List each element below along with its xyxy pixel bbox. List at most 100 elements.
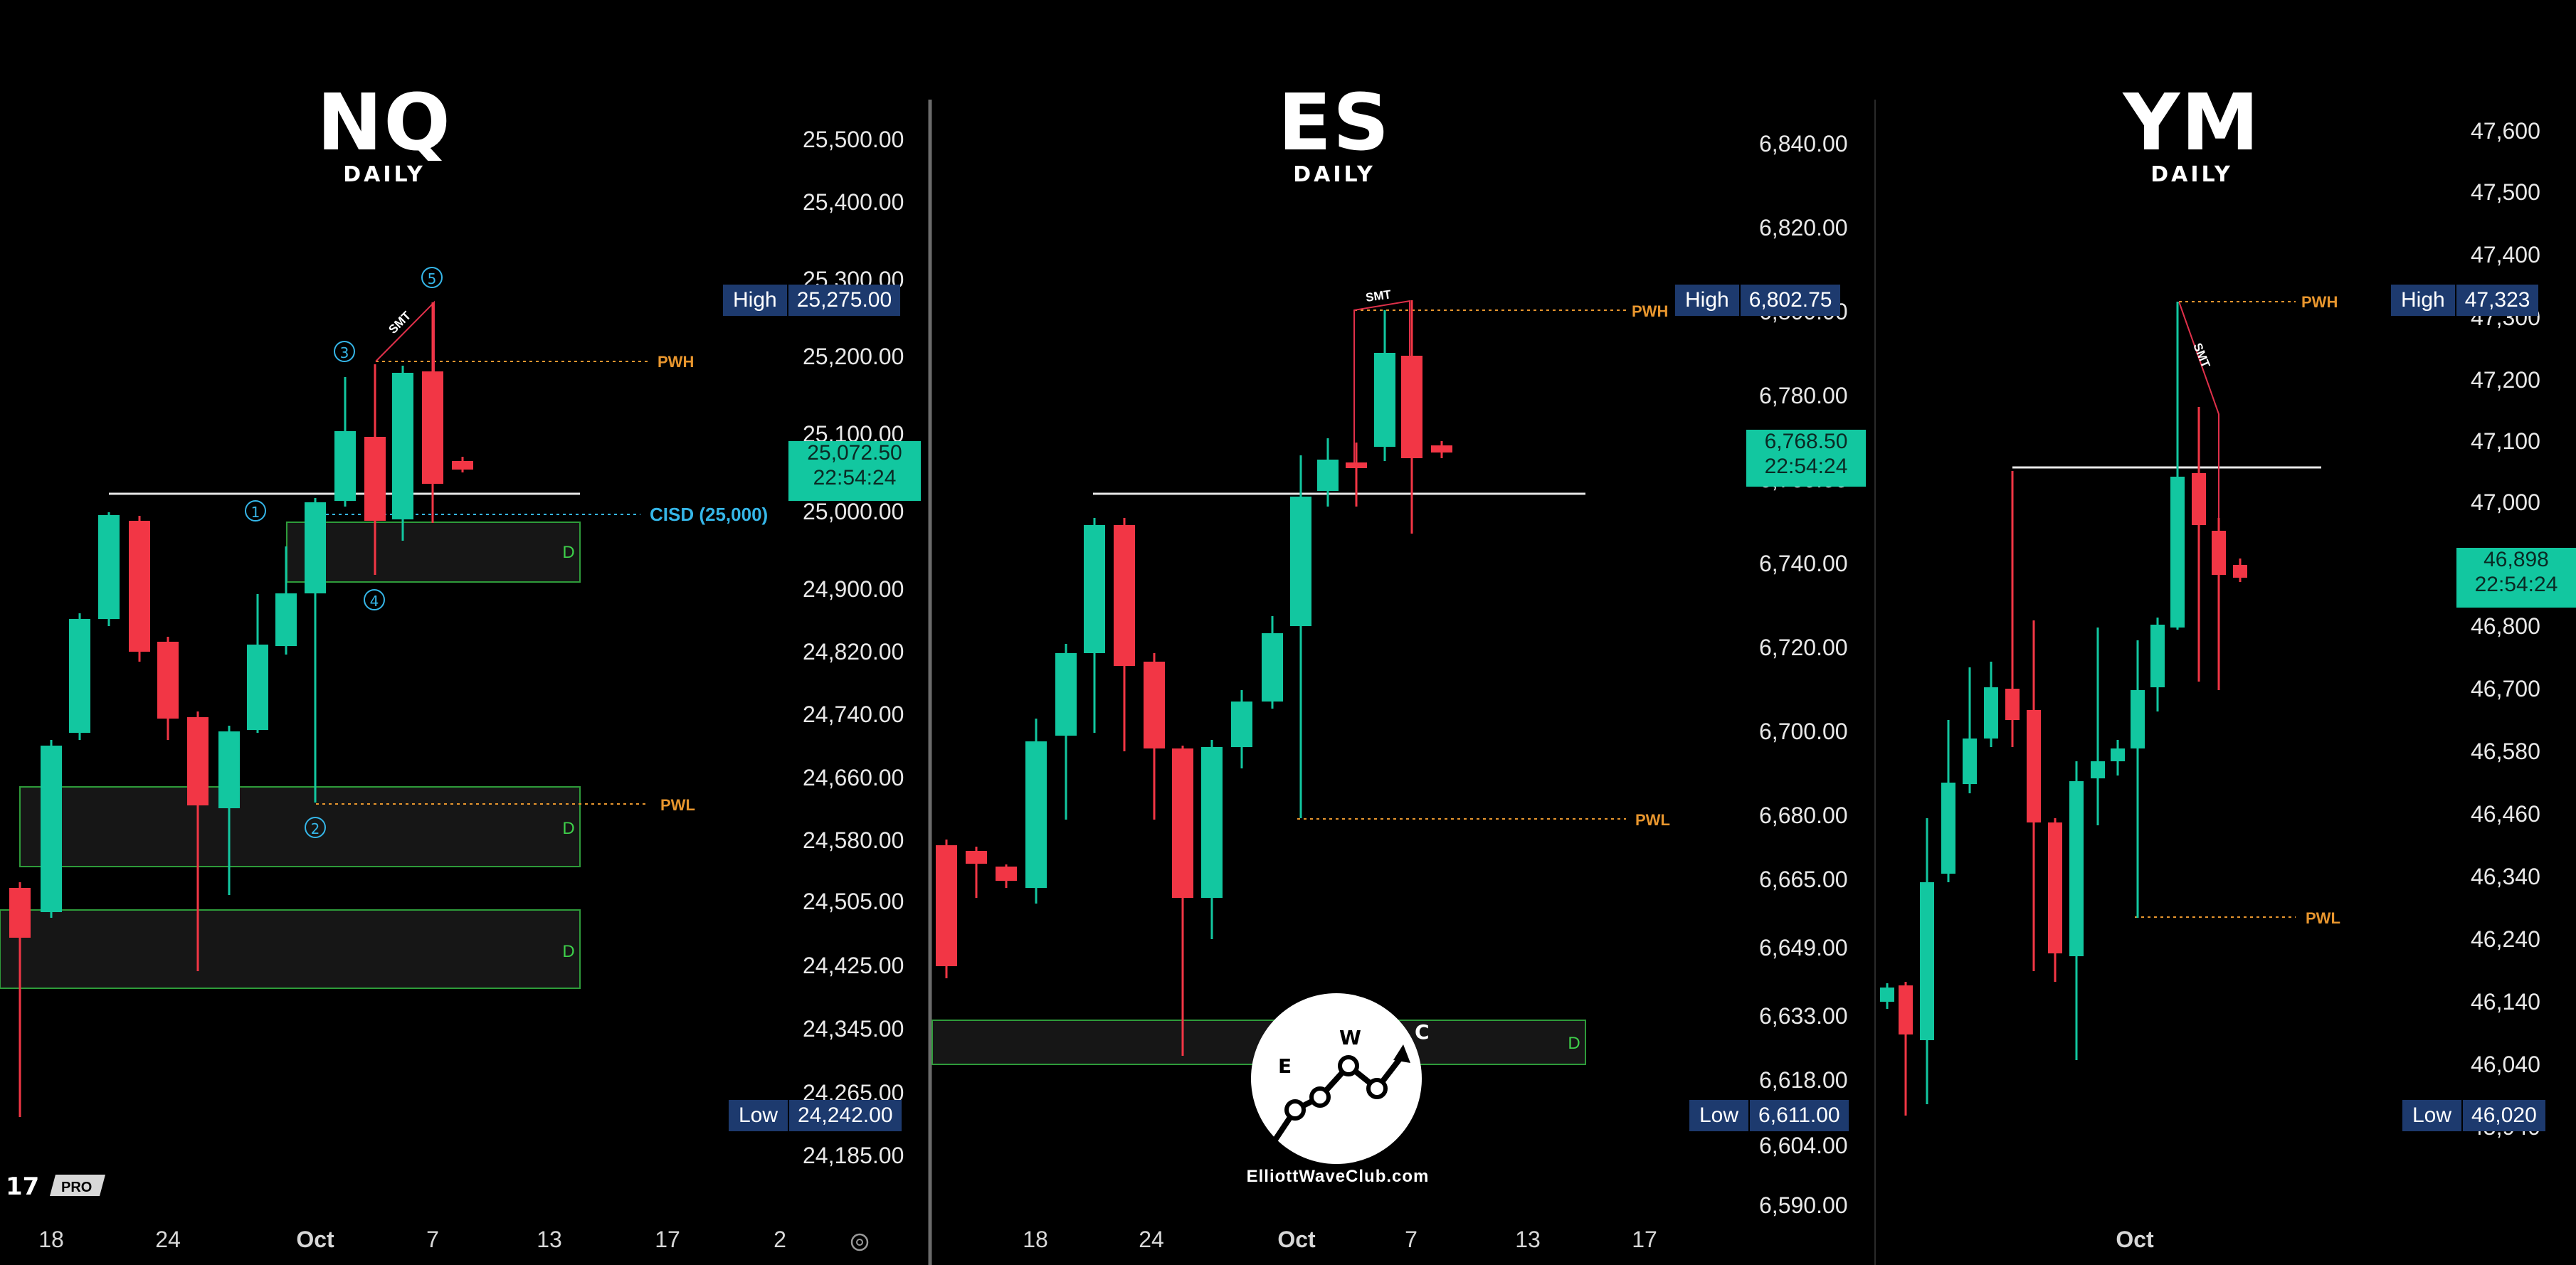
ym-last-price: 46,898 22:54:24 — [2456, 548, 2576, 608]
ym-smt-label: SMT — [2190, 341, 2212, 370]
nq-wave-4: 4 — [364, 589, 385, 610]
nq-low-badge: Low 24,242.00 — [729, 1100, 902, 1131]
nq-cisd-label: CISD (25,000) — [650, 504, 768, 525]
price-tick: 24,900.00 — [803, 576, 904, 602]
nq-zone-3-label: D — [562, 942, 574, 961]
candle — [2233, 559, 2247, 582]
ym-low-badge: Low 46,020 — [2402, 1100, 2545, 1131]
candle — [936, 840, 957, 978]
candle — [2150, 618, 2165, 711]
candle — [1084, 518, 1105, 733]
elliott-wave-logo-icon: E W C — [1251, 993, 1430, 1164]
time-tick: 13 — [537, 1227, 562, 1252]
es-high-key: High — [1675, 285, 1739, 316]
nq-zone-2-label: D — [562, 819, 574, 838]
price-tick: 46,460 — [2471, 801, 2540, 827]
ym-high-key: High — [2391, 285, 2455, 316]
price-tick: 6,649.00 — [1759, 935, 1848, 960]
price-tick: 24,820.00 — [803, 639, 904, 665]
tradingview-pro-label: PRO — [61, 1180, 92, 1195]
candle — [1880, 983, 1894, 1009]
candle — [247, 594, 268, 733]
candle — [2192, 407, 2206, 682]
es-high-badge: High 6,802.75 — [1675, 285, 1841, 316]
price-tick: 46,040 — [2471, 1052, 2540, 1077]
nq-demand-zone-3 — [0, 909, 581, 989]
candle — [1374, 310, 1395, 461]
nq-last-price: 25,072.50 22:54:24 — [788, 441, 921, 501]
price-tick: 24,740.00 — [803, 702, 904, 727]
candle — [305, 498, 326, 803]
price-tick: 24,660.00 — [803, 765, 904, 790]
price-tick: 6,840.00 — [1759, 131, 1848, 157]
price-tick: 25,200.00 — [803, 344, 904, 369]
nq-subtitle: DAILY — [343, 162, 426, 187]
nq-smt-label: SMT — [386, 309, 413, 337]
price-tick: 24,185.00 — [803, 1143, 904, 1168]
price-tick: 46,580 — [2471, 739, 2540, 764]
es-candles — [936, 300, 1452, 1056]
time-tick: Oct — [1277, 1227, 1316, 1252]
es-low-value: 6,611.00 — [1748, 1100, 1849, 1131]
candle — [1401, 300, 1422, 534]
nq-pwh-label: PWH — [658, 353, 694, 371]
price-tick: 47,500 — [2471, 179, 2540, 205]
candle — [187, 711, 208, 971]
candle — [2069, 761, 2084, 1060]
price-tick: 24,345.00 — [803, 1016, 904, 1042]
nq-wave-5: 5 — [421, 267, 443, 288]
candle — [452, 457, 473, 472]
nq-high-badge: High 25,275.00 — [723, 285, 901, 316]
candle — [2048, 818, 2062, 982]
es-pwh-label: PWH — [1632, 302, 1668, 320]
candle — [1172, 746, 1193, 1056]
candle — [334, 377, 356, 507]
time-tick: 7 — [426, 1227, 439, 1252]
logo-letter-w: W — [1339, 1026, 1361, 1049]
candle — [364, 364, 386, 575]
price-tick: 25,500.00 — [803, 127, 904, 152]
candle — [422, 302, 443, 523]
es-zone-label: D — [1568, 1034, 1580, 1053]
candle — [275, 546, 297, 655]
candle — [9, 882, 31, 1117]
time-tick: 2 — [774, 1227, 786, 1252]
nq-countdown: 22:54:24 — [813, 465, 897, 489]
nq-low-value: 24,242.00 — [788, 1100, 902, 1131]
candle — [392, 366, 413, 541]
candle — [966, 847, 987, 898]
svg-text:2: 2 — [311, 820, 320, 837]
candle — [1114, 518, 1135, 751]
nq-demand-zone-2 — [19, 786, 581, 867]
nq-zone-1-label: D — [562, 543, 574, 562]
ym-countdown: 22:54:24 — [2474, 572, 2558, 596]
price-tick: 46,700 — [2471, 676, 2540, 702]
time-tick: Oct — [296, 1227, 334, 1252]
price-tick: 6,720.00 — [1759, 635, 1848, 660]
ym-title: YM — [2123, 77, 2261, 168]
svg-text:4: 4 — [370, 593, 379, 610]
price-tick: 46,340 — [2471, 864, 2540, 889]
time-tick: Oct — [2116, 1227, 2154, 1252]
candle — [1984, 662, 1998, 747]
price-tick: 25,000.00 — [803, 499, 904, 524]
candle — [2170, 302, 2185, 630]
nq-pwl-label: PWL — [660, 796, 695, 814]
nq-wave-3: 3 — [334, 341, 355, 362]
ym-subtitle: DAILY — [2150, 162, 2233, 187]
candle — [1346, 443, 1367, 507]
candle — [1941, 720, 1955, 882]
candle — [218, 726, 240, 895]
candle — [1201, 740, 1223, 939]
gear-icon[interactable] — [850, 1233, 869, 1251]
candle — [69, 613, 90, 740]
time-tick: 18 — [1023, 1227, 1048, 1252]
nq-wave-1: 1 — [245, 500, 266, 522]
es-countdown: 22:54:24 — [1764, 454, 1848, 478]
candle — [996, 864, 1017, 888]
nq-high-key: High — [723, 285, 787, 316]
nq-candles — [9, 302, 473, 1117]
candle — [1025, 719, 1047, 904]
price-tick: 6,618.00 — [1759, 1067, 1848, 1093]
nq-title: NQ — [317, 77, 452, 168]
